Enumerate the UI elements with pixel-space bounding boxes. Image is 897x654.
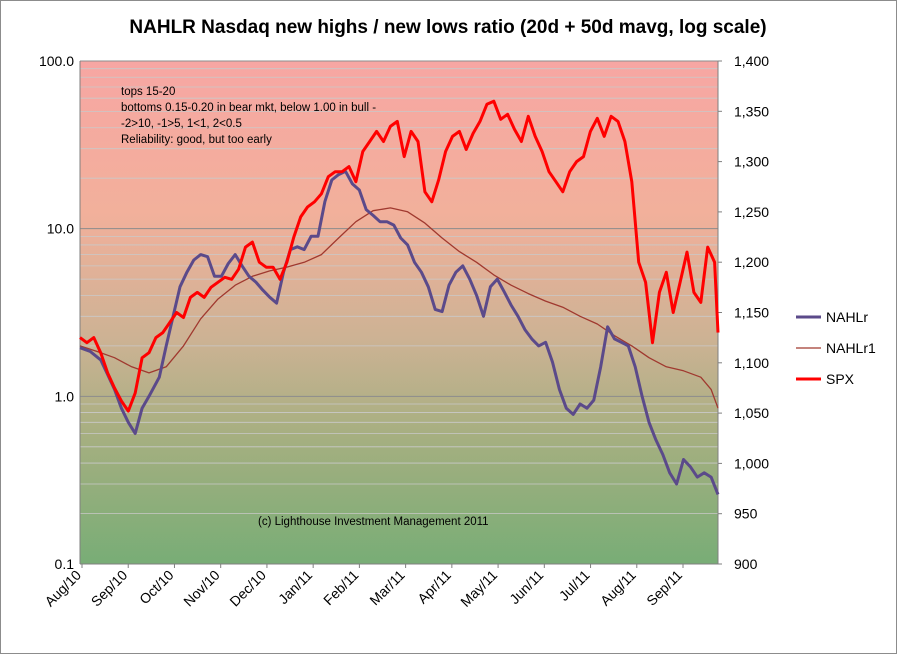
right-tick-label: 1,100 — [734, 355, 769, 371]
x-tick-label: Jul/11 — [556, 567, 593, 604]
annotation-line: Reliability: good, but too early — [121, 134, 272, 146]
series-line-nahlr — [79, 169, 720, 495]
x-tick-label: May/11 — [457, 567, 500, 610]
left-tick-label: 1.0 — [55, 388, 75, 404]
right-tick-label: 1,400 — [734, 53, 769, 69]
x-tick-label: Oct/10 — [136, 567, 177, 608]
annotation-line: -2>10, -1>5, 1<1, 2<0.5 — [121, 118, 242, 130]
x-tick-label: Nov/10 — [180, 567, 223, 610]
left-tick-label: 100.0 — [39, 53, 74, 69]
x-tick-label: Sep/10 — [88, 567, 131, 610]
series-line-spx — [79, 99, 720, 413]
x-axis: Aug/10 Sep/10 Oct/10 Nov/10 Dec/10 Jan/11 Feb/… — [41, 564, 685, 610]
right-tick-label: 1,350 — [734, 103, 769, 119]
annotation-line: bottoms 0.15-0.20 in bear mkt, below 1.0… — [121, 102, 376, 114]
annotation-line: tops 15-20 — [121, 86, 175, 98]
left-tick-label: 10.0 — [47, 221, 74, 237]
series-layer — [79, 99, 720, 495]
right-tick-label: 1,300 — [734, 154, 769, 170]
x-tick-label: Sep/11 — [643, 567, 685, 609]
right-tick-label: 1,000 — [734, 455, 769, 471]
right-axis: 1,400 1,350 1,300 1,250 1,200 1,150 1,100 1,050… — [718, 53, 769, 572]
left-axis: 100.0 10.0 1.0 0.1 — [39, 53, 74, 572]
x-tick-label: Aug/10 — [41, 567, 84, 610]
right-tick-label: 1,150 — [734, 305, 769, 321]
right-tick-label: 900 — [734, 556, 758, 572]
x-tick-label: Jun/11 — [506, 567, 546, 607]
series-line-nahlr1 — [79, 207, 719, 409]
x-tick-label: Jan/11 — [275, 567, 315, 607]
right-tick-label: 1,250 — [734, 204, 769, 220]
chart-title: NAHLR Nasdaq new highs / new lows ratio … — [129, 17, 766, 38]
x-tick-label: Apr/11 — [414, 567, 454, 607]
legend-label: NAHLr1 — [826, 340, 876, 356]
x-tick-label: Mar/11 — [366, 567, 408, 609]
legend-label: NAHLr — [826, 309, 868, 325]
legend: NAHLr NAHLr1 SPX — [796, 309, 876, 387]
right-tick-label: 1,200 — [734, 254, 769, 270]
x-tick-label: Feb/11 — [320, 567, 362, 609]
right-tick-label: 1,050 — [734, 405, 769, 421]
legend-label: SPX — [826, 371, 855, 387]
x-tick-label: Aug/11 — [597, 567, 639, 609]
right-tick-label: 950 — [734, 506, 758, 522]
annotations: tops 15-20 bottoms 0.15-0.20 in bear mkt… — [121, 86, 489, 528]
x-tick-label: Dec/10 — [226, 567, 269, 610]
copyright-text: (c) Lighthouse Investment Management 201… — [258, 516, 489, 528]
left-tick-label: 0.1 — [55, 556, 75, 572]
